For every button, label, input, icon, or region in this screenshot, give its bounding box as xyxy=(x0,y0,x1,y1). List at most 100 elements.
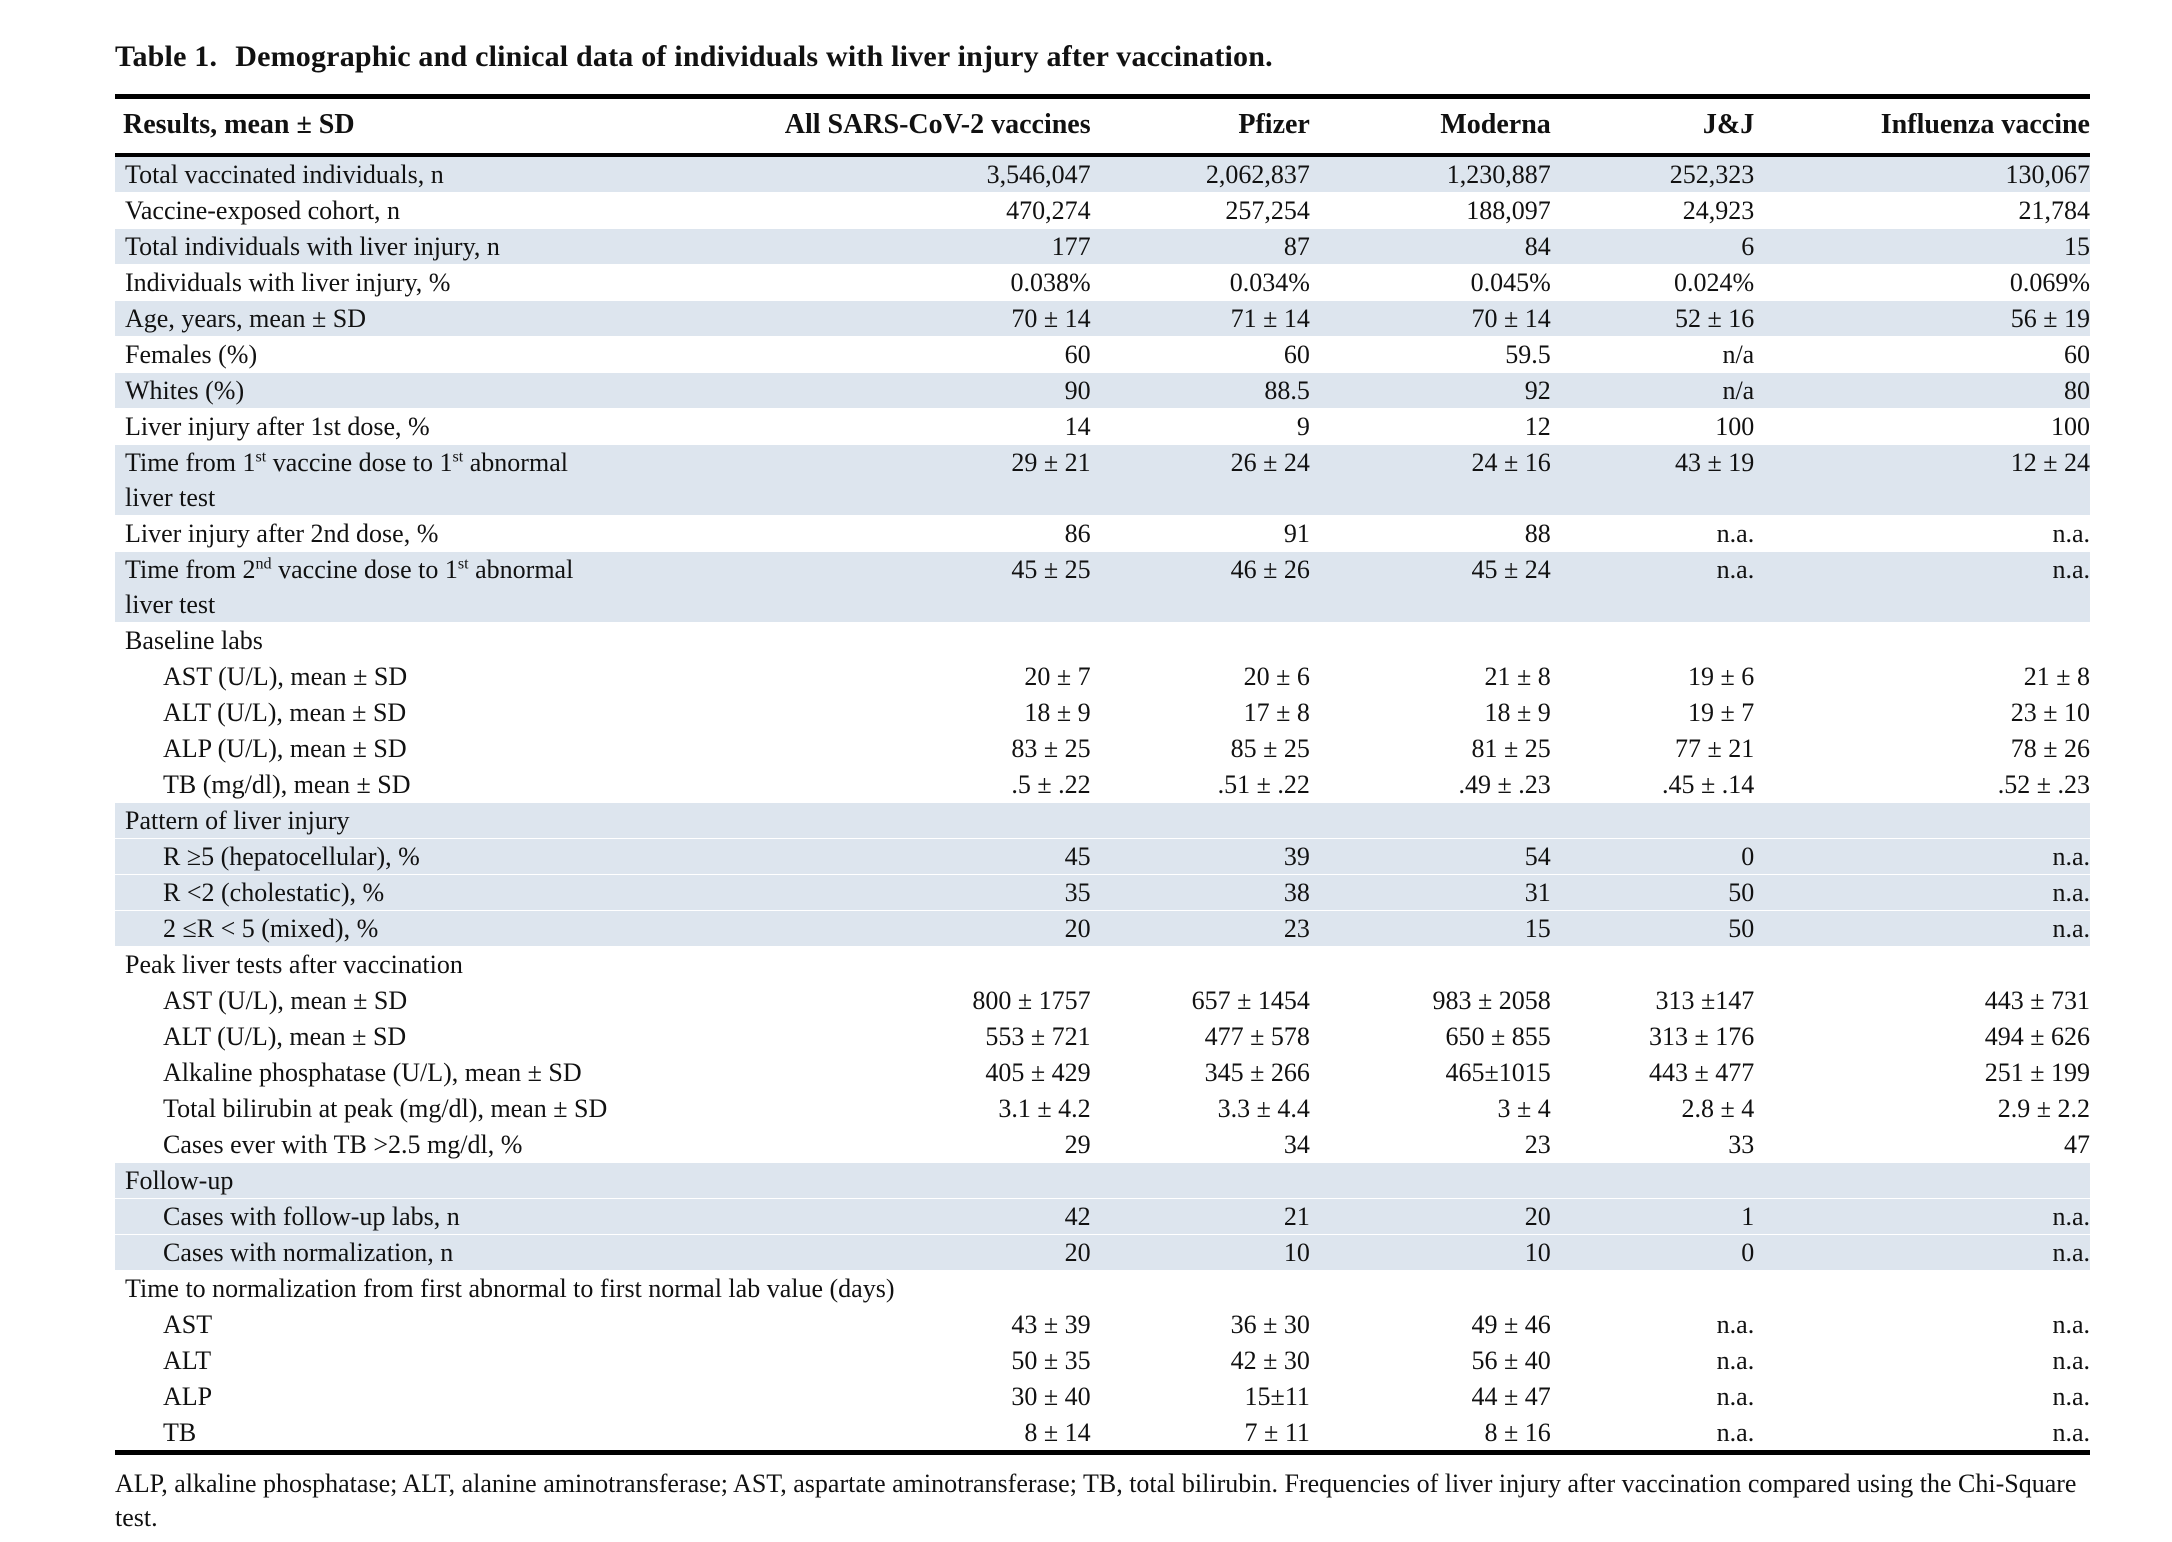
table-row: AST 43 ± 39 36 ± 30 49 ± 46 n.a. n.a. xyxy=(115,1307,2090,1343)
row-label: TB xyxy=(163,1418,197,1447)
row-label: AST (U/L), mean ± SD xyxy=(163,662,408,691)
cell-value: 39 xyxy=(1283,842,1310,871)
cell-value: 24,923 xyxy=(1682,196,1755,225)
cell-value: 45 xyxy=(1064,842,1091,871)
table-row: Age, years, mean ± SD 70 ± 14 71 ± 14 70 ± … xyxy=(115,300,2090,337)
header-results: Results, mean ± SD xyxy=(115,96,747,157)
cell-value: 42 xyxy=(1064,1202,1091,1231)
table-row: R ≥5 (hepatocellular), % 45 39 54 0 n.a. xyxy=(115,838,2090,875)
cell-value: 43 ± 39 xyxy=(1011,1310,1091,1339)
cell-value: 14 xyxy=(1064,412,1091,441)
cell-value: 38 xyxy=(1283,878,1310,907)
cell-value: .51 ± .22 xyxy=(1217,770,1310,799)
table-row: AST (U/L), mean ± SD 20 ± 7 20 ± 6 21 ± 8 19… xyxy=(115,659,2090,695)
cell-value: 17 ± 8 xyxy=(1243,698,1310,727)
cell-value: n/a xyxy=(1722,340,1755,369)
cell-value: 45 ± 25 xyxy=(1011,555,1091,584)
cell-value: 20 xyxy=(1064,1238,1091,1267)
cell-value: 21 ± 8 xyxy=(2023,662,2090,691)
cell-value: n.a. xyxy=(2052,842,2090,871)
cell-value: 0.069% xyxy=(2009,268,2090,297)
cell-value: 83 ± 25 xyxy=(1011,734,1091,763)
section-row: Follow-up xyxy=(115,1162,2090,1199)
cell-value: 50 ± 35 xyxy=(1011,1346,1091,1375)
row-label: ALT (U/L), mean ± SD xyxy=(163,1022,407,1051)
cell-value: 46 ± 26 xyxy=(1230,555,1310,584)
cell-value: 0 xyxy=(1741,842,1755,871)
cell-value: 983 ± 2058 xyxy=(1432,986,1551,1015)
cell-value: 477 ± 578 xyxy=(1204,1022,1310,1051)
cell-value: 31 xyxy=(1524,878,1551,907)
header-moderna: Moderna xyxy=(1309,96,1551,157)
cell-value: 26 ± 24 xyxy=(1230,448,1310,477)
cell-value: n.a. xyxy=(2052,1418,2090,1447)
cell-value: 70 ± 14 xyxy=(1011,304,1091,333)
cell-value: 23 xyxy=(1524,1130,1551,1159)
cell-value: 1,230,887 xyxy=(1446,160,1551,189)
table-row: ALP 30 ± 40 15±11 44 ± 47 n.a. n.a. xyxy=(115,1379,2090,1415)
cell-value: 81 ± 25 xyxy=(1471,734,1551,763)
cell-value: 2,062,837 xyxy=(1205,160,1310,189)
table-row: ALT (U/L), mean ± SD 18 ± 9 17 ± 8 18 ± 9 19… xyxy=(115,695,2090,731)
cell-value: 70 ± 14 xyxy=(1471,304,1551,333)
row-label: ALP xyxy=(163,1382,213,1411)
table-row: Alkaline phosphatase (U/L), mean ± SD 405… xyxy=(115,1055,2090,1091)
cell-value: 86 xyxy=(1064,519,1091,548)
cell-value: 60 xyxy=(1064,340,1091,369)
cell-value: 3.3 ± 4.4 xyxy=(1217,1094,1310,1123)
cell-value: 42 ± 30 xyxy=(1230,1346,1310,1375)
table-row: ALT (U/L), mean ± SD 553 ± 721 477 ± 578 65… xyxy=(115,1019,2090,1055)
table-row: 2 ≤R < 5 (mixed), % 20 23 15 50 n.a. xyxy=(115,910,2090,947)
cell-value: 553 ± 721 xyxy=(985,1022,1091,1051)
table-row: Liver injury after 2nd dose, % 86 91 88 n.a.… xyxy=(115,516,2090,552)
cell-value: n.a. xyxy=(2052,914,2090,943)
cell-value: 3,546,047 xyxy=(986,160,1091,189)
cell-value: 60 xyxy=(2064,340,2090,369)
row-label: Follow-up xyxy=(125,1166,234,1195)
cell-value: 12 ± 24 xyxy=(2010,448,2090,477)
cell-value: 50 xyxy=(1728,914,1755,943)
cell-value: 33 xyxy=(1728,1130,1755,1159)
cell-value: 345 ± 266 xyxy=(1204,1058,1310,1087)
row-label: Vaccine-exposed cohort, n xyxy=(125,196,401,225)
cell-value: 20 ± 7 xyxy=(1024,662,1091,691)
row-label: TB (mg/dl), mean ± SD xyxy=(163,770,411,799)
table-row: TB (mg/dl), mean ± SD .5 ± .22 .51 ± .22 .4… xyxy=(115,767,2090,803)
cell-value: 0.038% xyxy=(1010,268,1091,297)
section-row: Time to normalization from first abnorma… xyxy=(115,1271,2090,1307)
table-row: Time from 2nd vaccine dose to 1st abnorm… xyxy=(115,551,2090,623)
cell-value: 91 xyxy=(1283,519,1310,548)
table-row: Total individuals with liver injury, n 17… xyxy=(115,228,2090,265)
cell-value: 21 xyxy=(1283,1202,1310,1231)
cell-value: 0.024% xyxy=(1674,268,1755,297)
row-label: ALT (U/L), mean ± SD xyxy=(163,698,407,727)
row-label: 2 ≤R < 5 (mixed), % xyxy=(163,914,379,943)
cell-value: 313 ±147 xyxy=(1655,986,1755,1015)
cell-value: 494 ± 626 xyxy=(1984,1022,2090,1051)
row-label: R ≥5 (hepatocellular), % xyxy=(163,842,420,871)
cell-value: 443 ± 477 xyxy=(1648,1058,1755,1087)
cell-value: 15±11 xyxy=(1244,1382,1310,1411)
header-pfizer: Pfizer xyxy=(1090,96,1310,157)
row-label: Cases with follow-up labs, n xyxy=(163,1202,460,1231)
cell-value: 650 ± 855 xyxy=(1445,1022,1551,1051)
row-label: Cases ever with TB >2.5 mg/dl, % xyxy=(163,1130,523,1159)
cell-value: 88 xyxy=(1524,519,1551,548)
table-row: ALT 50 ± 35 42 ± 30 56 ± 40 n.a. n.a. xyxy=(115,1343,2090,1379)
cell-value: 19 ± 7 xyxy=(1687,698,1755,727)
table-row: Cases ever with TB >2.5 mg/dl, % 29 34 23 33… xyxy=(115,1127,2090,1163)
cell-value: 3.1 ± 4.2 xyxy=(998,1094,1091,1123)
cell-value: 29 xyxy=(1064,1130,1091,1159)
table-footnote: ALP, alkaline phosphatase; ALT, alanine … xyxy=(115,1469,2077,1532)
cell-value: 80 xyxy=(2064,376,2090,405)
cell-value: n.a. xyxy=(2052,1310,2090,1339)
row-label: Liver injury after 1st dose, % xyxy=(125,412,430,441)
cell-value: n.a. xyxy=(1716,1310,1755,1339)
cell-value: 85 ± 25 xyxy=(1230,734,1310,763)
cell-value: .49 ± .23 xyxy=(1458,770,1551,799)
cell-value: 443 ± 731 xyxy=(1984,986,2090,1015)
row-label: Total bilirubin at peak (mg/dl), mean ± … xyxy=(163,1094,608,1123)
cell-value: 30 ± 40 xyxy=(1011,1382,1091,1411)
cell-value: 36 ± 30 xyxy=(1230,1310,1310,1339)
